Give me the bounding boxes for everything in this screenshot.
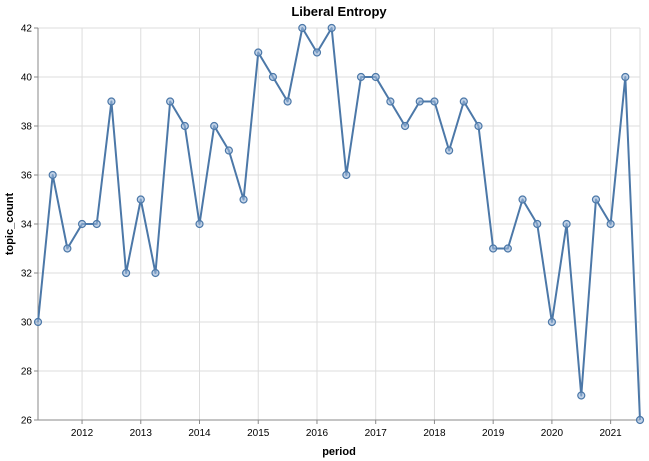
- y-tick-label: 38: [21, 122, 33, 133]
- data-point: [489, 244, 498, 253]
- data-point: [474, 121, 483, 131]
- series-points-group: [33, 23, 645, 425]
- x-tick-label: 2015: [247, 428, 270, 439]
- data-point: [503, 244, 512, 253]
- series-line: [37, 27, 641, 421]
- data-point: [591, 195, 601, 204]
- data-point: [342, 170, 351, 180]
- y-axis-title: topic_count: [4, 193, 16, 256]
- x-tick-label: 2013: [130, 428, 153, 439]
- data-point: [518, 195, 527, 204]
- data-point: [356, 72, 366, 82]
- data-point: [562, 219, 571, 229]
- data-point: [121, 268, 131, 278]
- x-tick-label: 2021: [600, 428, 623, 439]
- y-tick-label: 30: [21, 318, 33, 329]
- data-point: [166, 97, 175, 106]
- data-point: [63, 244, 72, 253]
- data-point: [415, 97, 424, 106]
- data-point: [606, 219, 615, 229]
- x-tick-label: 2014: [188, 428, 211, 439]
- data-point: [283, 97, 292, 106]
- x-axis-title: period: [322, 446, 356, 458]
- data-point: [268, 72, 278, 82]
- data-point: [33, 317, 43, 327]
- y-tick-label: 28: [21, 367, 33, 378]
- data-point: [430, 97, 439, 106]
- y-tick-label: 32: [21, 269, 33, 280]
- data-point: [459, 97, 468, 106]
- x-tick-label: 2019: [482, 428, 505, 439]
- data-point: [386, 97, 395, 106]
- data-point: [547, 317, 557, 327]
- data-point: [533, 219, 542, 229]
- data-point: [577, 391, 586, 400]
- x-tick-label: 2012: [71, 428, 94, 439]
- x-tick-label: 2020: [541, 428, 564, 439]
- x-tick-label: 2018: [423, 428, 446, 439]
- chart-title: Liberal Entropy: [291, 4, 387, 19]
- gridlines: [38, 27, 641, 421]
- x-tick-label: 2016: [306, 428, 329, 439]
- series-line-group: [37, 27, 641, 421]
- data-point: [400, 121, 410, 131]
- data-point: [327, 23, 336, 33]
- data-point: [224, 146, 233, 155]
- data-point: [254, 48, 263, 57]
- data-point: [239, 195, 248, 204]
- data-point: [195, 219, 204, 229]
- data-point: [151, 268, 160, 278]
- data-point: [92, 219, 101, 229]
- data-point: [635, 415, 645, 425]
- y-tick-label: 36: [21, 171, 33, 182]
- data-point: [371, 72, 380, 82]
- data-point: [312, 48, 322, 57]
- y-tick-label: 34: [21, 220, 33, 231]
- y-tick-label: 42: [21, 24, 33, 35]
- x-tick-label: 2017: [365, 428, 388, 439]
- data-point: [180, 121, 189, 131]
- data-point: [77, 219, 87, 229]
- data-point: [210, 121, 219, 131]
- data-point: [621, 72, 630, 82]
- y-tick-label: 26: [21, 416, 33, 427]
- y-tick-label: 40: [21, 73, 33, 84]
- data-point: [445, 146, 454, 155]
- data-point: [136, 195, 145, 204]
- data-point: [48, 170, 57, 180]
- data-point: [107, 97, 116, 106]
- data-point: [298, 23, 307, 33]
- tick-labels: 26 28 30 32 34 36 38 40 42 2012 2013 2014 2015 2016 20…: [21, 24, 622, 440]
